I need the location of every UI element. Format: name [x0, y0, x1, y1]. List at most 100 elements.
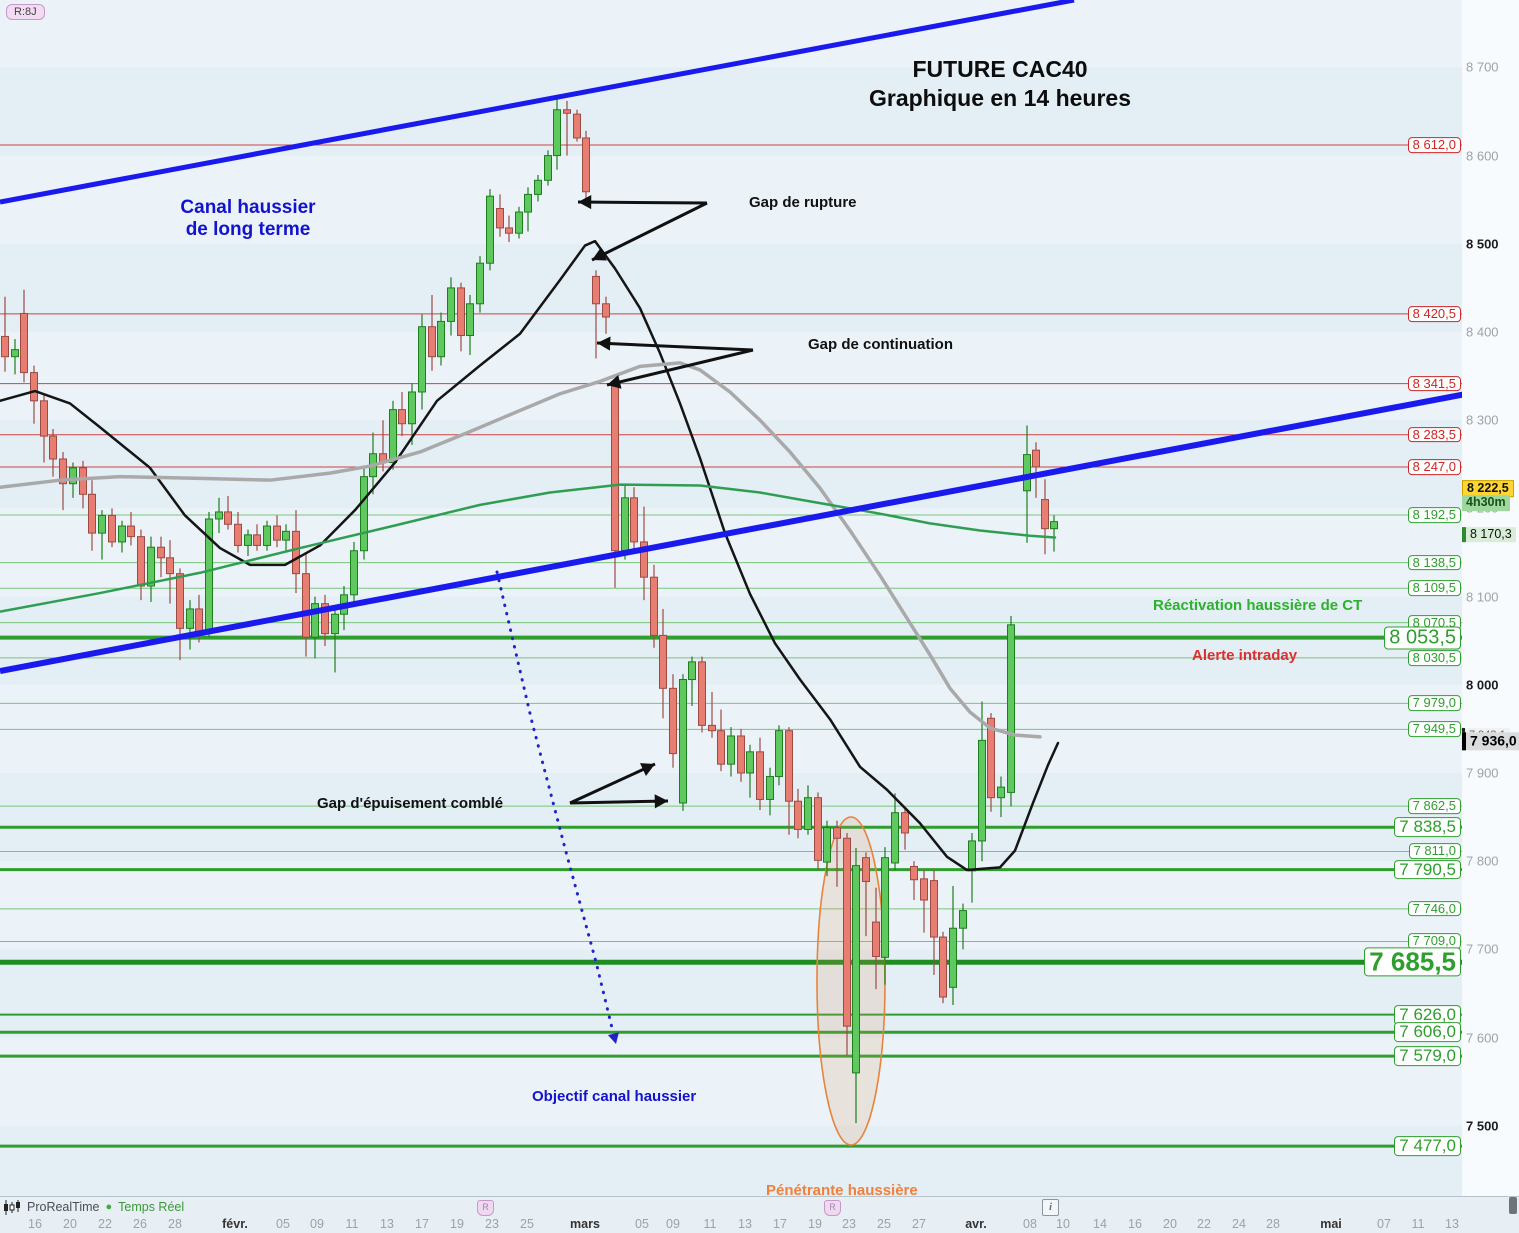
objectif-canal-label[interactable]: Objectif canal haussier [532, 1088, 697, 1105]
candle-body [708, 724, 716, 732]
canal-haussier-label[interactable]: Canal haussier de long terme [180, 197, 316, 240]
price-level-label[interactable]: 8 030,5 [1407, 650, 1461, 666]
x-axis-tick: 16 [28, 1217, 42, 1231]
candle-body [843, 837, 851, 1027]
x-axis-tick: 07 [1377, 1217, 1391, 1231]
candlestick-logo-icon [4, 1199, 20, 1215]
canal-haussier-upper[interactable] [0, 0, 1075, 205]
candle-body [127, 525, 135, 538]
candle-body [408, 391, 416, 425]
price-level-label[interactable]: 8 138,5 [1407, 554, 1461, 571]
info-icon[interactable]: i [1042, 1199, 1059, 1216]
price-level-label[interactable]: 8 341,5 [1407, 375, 1461, 392]
price-chart[interactable] [0, 0, 1519, 1196]
candle-body [88, 493, 96, 534]
reactivation-label[interactable]: Réactivation haussière de CT [1153, 597, 1363, 614]
candles-layer[interactable] [1, 96, 1058, 1124]
candle-body [794, 800, 802, 830]
candle-body [766, 776, 774, 800]
price-level-label[interactable]: 7 685,5 [1364, 947, 1461, 977]
arrowhead [640, 763, 655, 776]
x-axis-tick: 11 [703, 1217, 717, 1231]
candle-body [814, 797, 822, 861]
candle-body [273, 525, 281, 541]
candle-body [650, 576, 658, 636]
price-level-label[interactable]: 8 612,0 [1407, 137, 1461, 153]
x-axis-tick: 20 [1163, 1217, 1177, 1231]
candle-body [930, 880, 938, 938]
price-level-label[interactable]: 8 283,5 [1407, 426, 1461, 443]
candle-body [621, 497, 629, 552]
price-level-label[interactable]: 8 247,0 [1407, 459, 1461, 475]
candle-body [244, 534, 252, 546]
annotation-arrows[interactable] [569, 195, 754, 809]
prorealtime-brand: ProRealTime [27, 1200, 100, 1214]
price-level-label[interactable]: 7 862,5 [1407, 798, 1461, 814]
gap-epuisement-label[interactable]: Gap d'épuisement comblé [317, 795, 504, 812]
candle-body [602, 303, 610, 318]
price-level-label[interactable]: 7 477,0 [1394, 1136, 1461, 1156]
price-level-label[interactable]: 8 420,5 [1407, 306, 1461, 322]
background-band [0, 0, 1519, 68]
candle-body [515, 211, 523, 234]
x-axis-tick: 14 [1093, 1217, 1107, 1231]
background-band [0, 155, 1519, 244]
x-axis-tick: 25 [877, 1217, 891, 1231]
green-ma[interactable] [0, 483, 1057, 613]
canal-haussier-lower[interactable] [0, 381, 1519, 674]
candle-body [20, 312, 28, 374]
session-marker-r[interactable]: R [477, 1200, 494, 1216]
candle-body [350, 550, 358, 596]
candle-body [852, 865, 860, 1074]
x-axis-tick: 13 [1445, 1217, 1459, 1231]
price-level-label[interactable]: 7 746,0 [1407, 900, 1461, 917]
candle-body [553, 109, 561, 157]
candle-body [253, 534, 261, 546]
price-level-label[interactable]: 8 109,5 [1407, 580, 1461, 597]
y-axis-tick: 7 500 [1466, 1118, 1499, 1134]
candle-body [997, 786, 1005, 799]
price-level-label[interactable]: 7 811,0 [1408, 843, 1461, 860]
price-level-label[interactable]: 7 949,5 [1407, 721, 1461, 738]
candle-body [717, 730, 725, 765]
alerte-intraday-label[interactable]: Alerte intraday [1192, 647, 1298, 664]
price-level-label[interactable]: 7 709,0 [1407, 933, 1461, 950]
price-level-label[interactable]: 7 626,0 [1394, 1004, 1461, 1025]
x-axis-tick: 10 [1056, 1217, 1070, 1231]
penetrante-label[interactable]: Pénétrante haussière [766, 1182, 918, 1199]
background-band [0, 67, 1519, 156]
candle-body [437, 320, 445, 358]
candle-body [630, 497, 638, 543]
y-axis-tick: 8 400 [1466, 324, 1499, 340]
bar-countdown-label[interactable]: 4h30m [1462, 495, 1510, 511]
price-level-label[interactable]: 7 790,5 [1394, 859, 1461, 880]
last-price-label[interactable]: 8 222,5 [1462, 479, 1514, 498]
session-marker-r[interactable]: R [824, 1200, 841, 1216]
gap-rupture-label[interactable]: Gap de rupture [749, 194, 857, 211]
green-ma-value-label[interactable]: 8 170,3 [1462, 526, 1516, 543]
gap-continuation-label[interactable]: Gap de continuation [808, 336, 953, 353]
price-level-label[interactable]: 8 053,5 [1384, 626, 1461, 650]
scrollbar-nub[interactable] [1509, 1197, 1517, 1214]
y-axis-tick: 8 500 [1466, 236, 1499, 252]
candle-body [1041, 499, 1049, 530]
candle-body [1, 335, 9, 358]
candle-body [176, 573, 184, 629]
price-level-label[interactable]: 7 606,0 [1394, 1022, 1461, 1043]
objectif-dotted-arrow[interactable] [495, 570, 619, 1044]
candle-body [428, 326, 436, 358]
price-level-label[interactable]: 7 838,5 [1394, 817, 1461, 838]
candle-body [823, 827, 831, 863]
x-axis-tick: 11 [345, 1217, 359, 1231]
time-axis-bar[interactable] [0, 1196, 1519, 1233]
price-level-label[interactable]: 8 192,5 [1407, 507, 1461, 523]
candle-body [785, 730, 793, 802]
x-axis-tick: mars [570, 1217, 600, 1231]
candle-body [659, 634, 667, 689]
price-level-label[interactable]: 7 979,0 [1407, 695, 1461, 712]
price-level-label[interactable]: 7 579,0 [1394, 1046, 1461, 1067]
candle-body [611, 385, 619, 552]
black-ma[interactable] [0, 239, 1060, 872]
black-ma-value-label[interactable]: 7 936,0 [1462, 732, 1519, 750]
timeframe-badge[interactable]: R:8J [6, 4, 45, 20]
